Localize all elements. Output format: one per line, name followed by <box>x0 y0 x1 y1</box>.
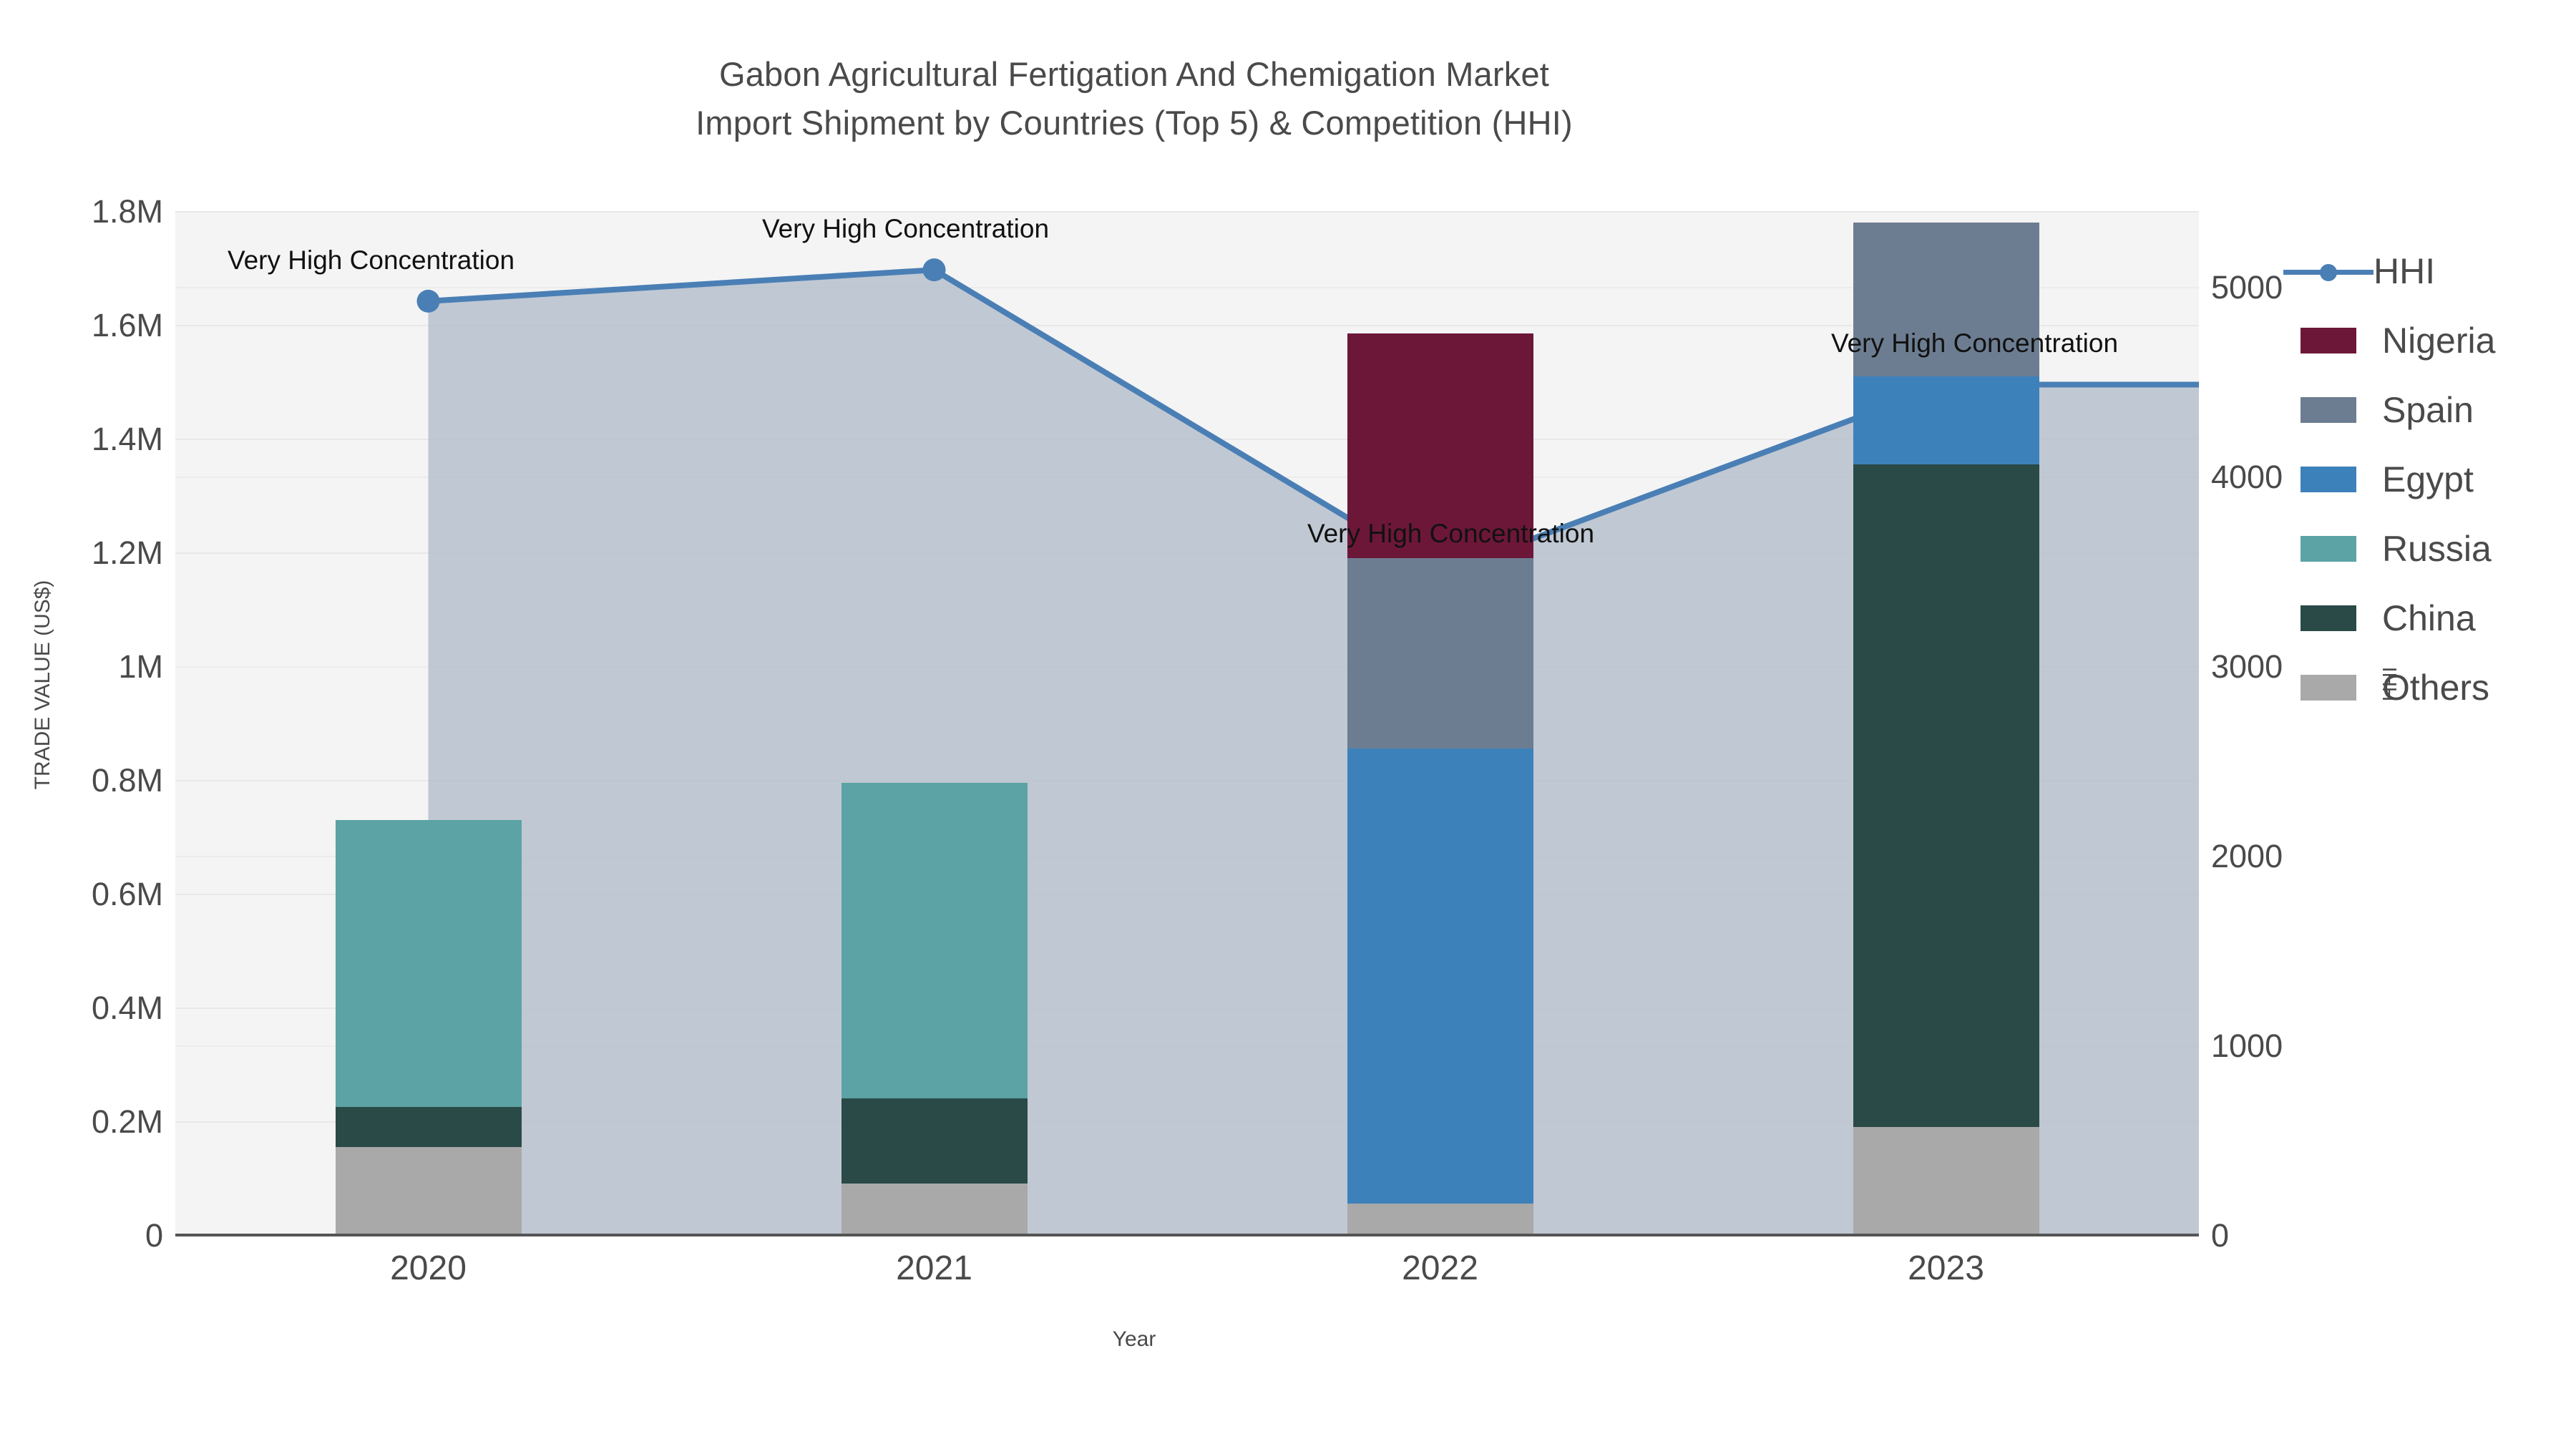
legend-item-label: Russia <box>2382 528 2492 569</box>
legend-item-label: Nigeria <box>2382 320 2496 361</box>
bar-segment-egypt[interactable] <box>1347 748 1533 1204</box>
legend-item-hhi[interactable]: HHI <box>2283 236 2572 306</box>
y-axis-right-tick-label: 2000 <box>2211 838 2283 874</box>
x-axis-label: Year <box>1112 1327 1156 1351</box>
y-axis-left-tick-label: 1.6M <box>91 307 163 343</box>
legend-item-others[interactable]: Others <box>2301 653 2572 722</box>
legend-color-swatch-icon <box>2301 674 2356 701</box>
legend-item-label: HHI <box>2373 250 2436 291</box>
bar-segment-russia[interactable] <box>841 782 1028 1099</box>
legend-item-label: China <box>2382 597 2476 638</box>
legend-item-nigeria[interactable]: Nigeria <box>2301 306 2572 375</box>
bar-segment-china[interactable] <box>1853 464 2039 1127</box>
y-axis-left-label: TRADE VALUE (US$) <box>31 580 54 790</box>
legend-item-label: Others <box>2382 667 2490 708</box>
bar-segment-nigeria[interactable] <box>1347 333 1533 558</box>
y-axis-left-tick-label: 0.6M <box>91 876 163 912</box>
y-axis-left-tick-label: 1.2M <box>91 535 163 571</box>
title-line-1: Gabon Agricultural Fertigation And Chemi… <box>718 55 1550 93</box>
y-axis-left-tick-label: 1.8M <box>91 193 163 230</box>
y-axis-left-tick-label: 0.4M <box>91 990 163 1026</box>
annotation-label: Very High Concentration <box>1307 519 1595 549</box>
hhi-marker[interactable] <box>416 289 440 313</box>
gridline <box>175 325 2199 326</box>
y-axis-left-tick-label: 0.2M <box>91 1103 163 1140</box>
legend: HHI Nigeria Spain Egypt Russia China Others <box>2283 236 2572 722</box>
y-axis-right-tick-label: 0 <box>2211 1217 2230 1254</box>
y-axis-right-tick-label: 1000 <box>2211 1028 2283 1064</box>
legend-line-swatch-icon <box>2283 258 2373 284</box>
chart-title: Gabon Agricultural Fertigation And Chemi… <box>0 50 2268 147</box>
x-axis-tick-label: 2021 <box>896 1249 972 1287</box>
gridline-secondary <box>175 287 2199 288</box>
bar-segment-others[interactable] <box>335 1146 522 1235</box>
bar-segment-russia[interactable] <box>335 819 522 1108</box>
x-axis-tick-label: 2020 <box>390 1249 467 1287</box>
legend-item-label: Spain <box>2382 389 2474 430</box>
bar-segment-others[interactable] <box>1347 1204 1533 1235</box>
plot-area <box>175 211 2199 1235</box>
bar-segment-others[interactable] <box>1853 1126 2039 1235</box>
y-axis-left-tick-label: 1M <box>118 648 163 685</box>
legend-item-label: Egypt <box>2382 459 2474 499</box>
legend-color-swatch-icon <box>2301 535 2356 562</box>
y-axis-left-tick-label: 1.4M <box>91 421 163 457</box>
x-axis-tick-label: 2022 <box>1402 1249 1478 1287</box>
legend-item-china[interactable]: China <box>2301 583 2572 653</box>
legend-color-swatch-icon <box>2301 605 2356 631</box>
bar-group[interactable] <box>335 819 522 1235</box>
annotation-label: Very High Concentration <box>1830 328 2119 358</box>
annotation-label: Very High Concentration <box>227 245 515 275</box>
y-axis-right-tick-label: 5000 <box>2211 269 2283 306</box>
legend-color-swatch-icon <box>2301 396 2356 423</box>
y-axis-right-tick-label: 4000 <box>2211 459 2283 495</box>
bar-segment-spain[interactable] <box>1347 557 1533 749</box>
bar-group[interactable] <box>1347 333 1533 1235</box>
y-axis-left-tick-label: 0 <box>145 1217 163 1254</box>
legend-item-egypt[interactable]: Egypt <box>2301 444 2572 514</box>
legend-color-swatch-icon <box>2301 466 2356 492</box>
bar-segment-others[interactable] <box>841 1184 1028 1235</box>
bar-segment-china[interactable] <box>841 1098 1028 1184</box>
x-axis-line <box>175 1234 2199 1236</box>
bar-segment-egypt[interactable] <box>1853 376 2039 464</box>
title-line-2: Import Shipment by Countries (Top 5) & C… <box>696 104 1573 142</box>
legend-line-marker-icon <box>2320 263 2337 281</box>
legend-item-spain[interactable]: Spain <box>2301 375 2572 444</box>
legend-item-russia[interactable]: Russia <box>2301 514 2572 583</box>
gridline <box>175 211 2199 213</box>
x-axis-tick-label: 2023 <box>1908 1249 1984 1287</box>
bar-group[interactable] <box>841 782 1028 1235</box>
legend-color-swatch-icon <box>2301 327 2356 353</box>
y-axis-left-tick-label: 0.8M <box>91 762 163 799</box>
annotation-label: Very High Concentration <box>761 214 1050 244</box>
bar-group[interactable] <box>1853 222 2039 1235</box>
hhi-marker[interactable] <box>922 258 946 282</box>
y-axis-right-tick-label: 3000 <box>2211 648 2283 685</box>
bar-segment-china[interactable] <box>335 1107 522 1147</box>
bar-segment-spain[interactable] <box>1853 222 2039 376</box>
